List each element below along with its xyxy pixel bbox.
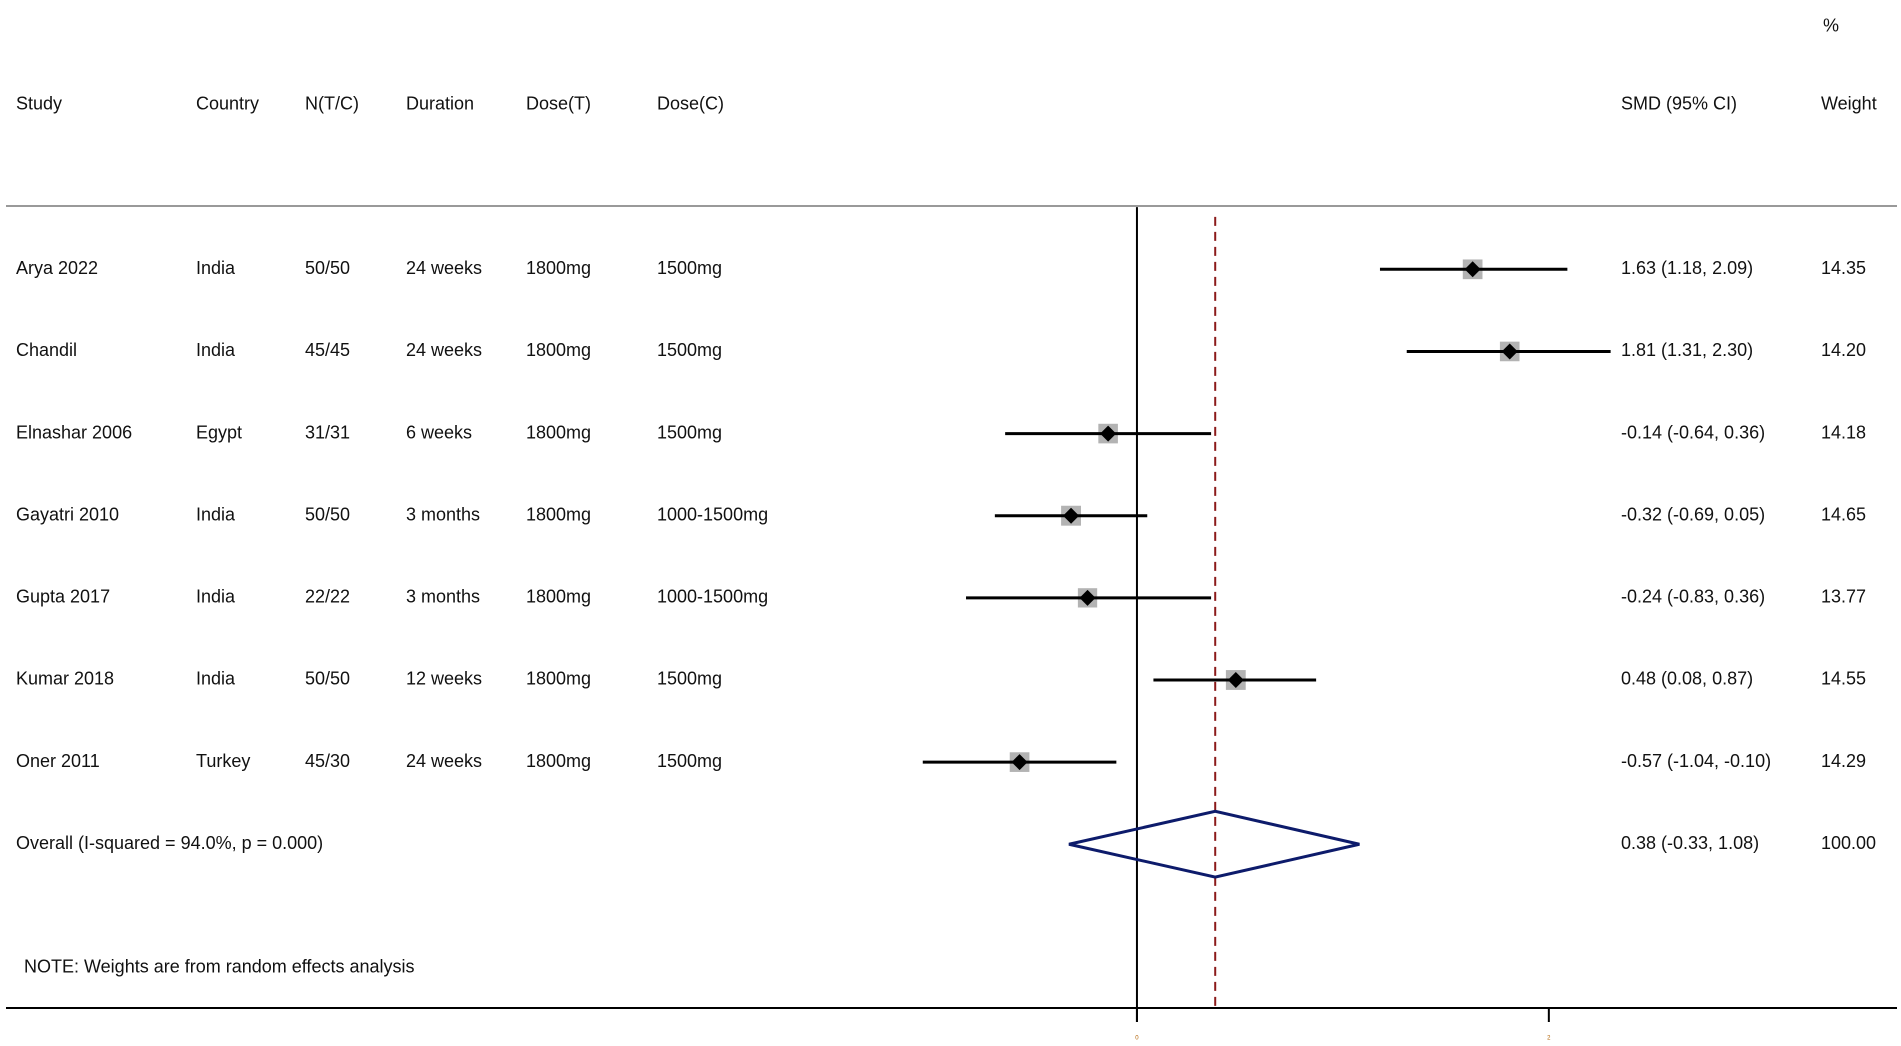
cell-dose-c: 1500mg bbox=[657, 669, 722, 689]
point-estimate bbox=[1063, 507, 1080, 524]
cell-country: Egypt bbox=[196, 422, 242, 442]
cell-ci-label: -0.32 (-0.69, 0.05) bbox=[1621, 504, 1765, 524]
cell-duration: 6 weeks bbox=[406, 422, 472, 442]
column-header: SMD (95% CI) bbox=[1621, 94, 1737, 114]
cell-n: 50/50 bbox=[305, 669, 350, 689]
cell-weight-label: 14.20 bbox=[1821, 340, 1866, 360]
point-estimate bbox=[1011, 754, 1028, 771]
overall-diamond bbox=[1068, 809, 1360, 879]
cell-dose-c: 1500mg bbox=[657, 422, 722, 442]
cell-study: Oner 2011 bbox=[16, 751, 100, 771]
overall-ci: 0.38 (-0.33, 1.08) bbox=[1621, 833, 1759, 853]
cell-weight-label: 14.18 bbox=[1821, 422, 1866, 442]
cell-dose-t: 1800mg bbox=[526, 340, 591, 360]
cell-duration: 24 weeks bbox=[406, 340, 482, 360]
cell-dose-t: 1800mg bbox=[526, 504, 591, 524]
cell-duration: 24 weeks bbox=[406, 258, 482, 278]
cell-n: 22/22 bbox=[305, 587, 350, 607]
point-estimate bbox=[1464, 261, 1481, 278]
cell-dose-t: 1800mg bbox=[526, 751, 591, 771]
cell-country: Turkey bbox=[196, 751, 250, 771]
column-header: Dose(T) bbox=[526, 94, 591, 114]
point-estimate bbox=[1501, 343, 1518, 360]
cell-country: India bbox=[196, 504, 236, 524]
cell-dose-c: 1000-1500mg bbox=[657, 587, 768, 607]
cell-n: 50/50 bbox=[305, 258, 350, 278]
cell-duration: 12 weeks bbox=[406, 669, 482, 689]
cell-study: Elnashar 2006 bbox=[16, 422, 132, 442]
cell-duration: 3 months bbox=[406, 587, 480, 607]
column-header: Study bbox=[16, 94, 62, 114]
x-tick-label: 2 bbox=[1547, 1036, 1551, 1042]
point-estimate bbox=[1079, 589, 1096, 606]
column-header: Country bbox=[196, 94, 259, 114]
cell-n: 45/30 bbox=[305, 751, 350, 771]
column-header: Weight bbox=[1821, 94, 1877, 114]
cell-study: Gupta 2017 bbox=[16, 587, 110, 607]
column-header: N(T/C) bbox=[305, 94, 359, 114]
overall-weight: 100.00 bbox=[1821, 833, 1876, 853]
cell-study: Gayatri 2010 bbox=[16, 504, 119, 524]
cell-ci-label: -0.24 (-0.83, 0.36) bbox=[1621, 587, 1765, 607]
cell-dose-c: 1500mg bbox=[657, 751, 722, 771]
cell-dose-t: 1800mg bbox=[526, 422, 591, 442]
cell-n: 31/31 bbox=[305, 422, 350, 442]
point-estimate bbox=[1227, 671, 1244, 688]
column-header: Dose(C) bbox=[657, 94, 724, 114]
cell-dose-c: 1500mg bbox=[657, 258, 722, 278]
cell-ci-label: -0.57 (-1.04, -0.10) bbox=[1621, 751, 1771, 771]
cell-weight-label: 14.29 bbox=[1821, 751, 1866, 771]
cell-country: India bbox=[196, 587, 236, 607]
cell-country: India bbox=[196, 669, 236, 689]
cell-country: India bbox=[196, 258, 236, 278]
cell-weight-label: 14.35 bbox=[1821, 258, 1866, 278]
cell-dose-t: 1800mg bbox=[526, 587, 591, 607]
cell-ci-label: 0.48 (0.08, 0.87) bbox=[1621, 669, 1753, 689]
point-estimate bbox=[1100, 425, 1117, 442]
cell-ci-label: -0.14 (-0.64, 0.36) bbox=[1621, 422, 1765, 442]
cell-study: Chandil bbox=[16, 340, 77, 360]
note: NOTE: Weights are from random effects an… bbox=[24, 956, 414, 976]
cell-weight-label: 14.55 bbox=[1821, 669, 1866, 689]
column-header: Duration bbox=[406, 94, 474, 114]
cell-dose-t: 1800mg bbox=[526, 258, 591, 278]
cell-country: India bbox=[196, 340, 236, 360]
cell-duration: 3 months bbox=[406, 504, 480, 524]
x-tick-label: 0 bbox=[1135, 1036, 1139, 1042]
overall-label: Overall (I-squared = 94.0%, p = 0.000) bbox=[16, 833, 323, 853]
cell-weight-label: 14.65 bbox=[1821, 504, 1866, 524]
cell-ci-label: 1.63 (1.18, 2.09) bbox=[1621, 258, 1753, 278]
cell-duration: 24 weeks bbox=[406, 751, 482, 771]
cell-study: Arya 2022 bbox=[16, 258, 98, 278]
column-header: % bbox=[1823, 16, 1839, 36]
cell-dose-t: 1800mg bbox=[526, 669, 591, 689]
cell-dose-c: 1000-1500mg bbox=[657, 504, 768, 524]
cell-n: 45/45 bbox=[305, 340, 350, 360]
cell-study: Kumar 2018 bbox=[16, 669, 114, 689]
cell-dose-c: 1500mg bbox=[657, 340, 722, 360]
cell-weight-label: 13.77 bbox=[1821, 587, 1866, 607]
cell-ci-label: 1.81 (1.31, 2.30) bbox=[1621, 340, 1753, 360]
cell-n: 50/50 bbox=[305, 504, 350, 524]
